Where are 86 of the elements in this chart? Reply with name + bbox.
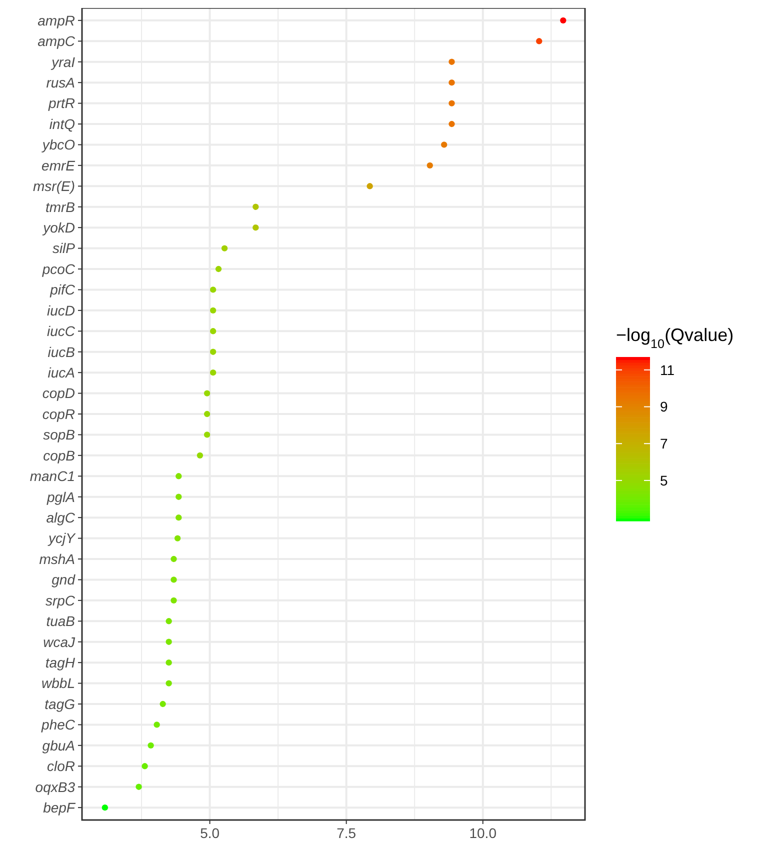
point <box>210 348 216 355</box>
y-tick-label: ampC <box>38 33 76 50</box>
point <box>166 618 172 624</box>
y-tick-label: cloR <box>46 758 75 774</box>
point <box>215 266 222 272</box>
point <box>102 804 108 811</box>
point <box>166 638 172 645</box>
point <box>210 328 216 334</box>
point <box>196 452 204 459</box>
x-tick-label: 7.5 <box>336 825 356 841</box>
color-bar-label: 9 <box>660 398 668 415</box>
point <box>560 17 566 24</box>
y-tick-label: pheC <box>40 716 76 733</box>
color-bar-label: 7 <box>660 436 668 452</box>
y-tick-label: copR <box>42 406 75 422</box>
y-tick-label: intQ <box>49 116 76 132</box>
y-tick-label: manC1 <box>30 468 75 484</box>
y-tick-label: iucC <box>46 323 76 340</box>
y-tick-label: yokD <box>42 219 75 236</box>
y-tick-label: ybcO <box>41 136 76 153</box>
y-tick-label: wbbL <box>42 675 75 692</box>
point <box>366 183 373 190</box>
point <box>426 162 433 169</box>
point <box>176 494 182 500</box>
y-tick-label: gbuA <box>42 737 75 754</box>
point <box>136 784 142 790</box>
y-tick-label: tagH <box>45 654 76 670</box>
y-tick-label: copB <box>43 447 75 464</box>
y-tick-label: pcoC <box>41 260 76 277</box>
y-tick-label: iucB <box>48 344 75 360</box>
point <box>210 307 216 314</box>
y-tick-label: mshA <box>39 550 75 567</box>
y-tick-label: prtR <box>48 95 75 112</box>
x-tick-label: 5.0 <box>200 825 220 841</box>
point <box>176 473 182 480</box>
point <box>204 432 210 438</box>
y-tick-label: rusA <box>46 74 75 90</box>
point <box>448 120 455 128</box>
y-tick-label: emrE <box>42 157 76 174</box>
point <box>166 659 172 666</box>
point <box>204 390 210 396</box>
y-tick-label: copD <box>42 385 75 402</box>
point <box>536 38 542 44</box>
point <box>170 576 177 583</box>
point <box>252 204 259 210</box>
y-tick-label: ycjY <box>48 530 77 546</box>
point <box>174 535 181 542</box>
y-tick-label: msr(E) <box>33 178 75 194</box>
point <box>166 680 172 686</box>
point <box>160 700 166 708</box>
y-tick-label: wcaJ <box>43 634 76 650</box>
y-tick-label: pifC <box>49 282 76 298</box>
point <box>176 514 182 521</box>
y-tick-label: yraI <box>50 54 76 70</box>
y-tick-label: gnd <box>52 572 76 588</box>
y-tick-label: tmrB <box>45 198 75 215</box>
point <box>441 142 448 148</box>
point <box>142 763 148 770</box>
legend-title: −log$_{10}$(Qvalue) <box>616 325 734 351</box>
y-tick-label: silP <box>52 240 76 256</box>
point <box>154 722 160 728</box>
y-tick-label: sopB <box>43 426 75 443</box>
point <box>170 556 177 562</box>
point <box>210 286 216 293</box>
point <box>448 58 455 65</box>
y-tick-label: iucD <box>46 302 75 318</box>
x-tick-label: 10.0 <box>469 825 497 841</box>
y-tick-label: bepF <box>43 799 76 816</box>
y-tick-label: iucA <box>48 364 75 380</box>
point <box>148 742 154 749</box>
y-tick-label: pglA <box>46 488 75 505</box>
y-tick-label: tuaB <box>46 613 75 630</box>
y-tick-label: algC <box>46 509 76 526</box>
y-tick-label: oqxB3 <box>35 778 76 795</box>
y-tick-label: srpC <box>45 592 76 608</box>
color-bar-label: 5 <box>660 472 668 488</box>
point <box>170 597 177 604</box>
point <box>252 224 259 231</box>
color-bar-label: 11 <box>660 362 675 378</box>
y-tick-label: tagG <box>44 696 76 712</box>
point <box>448 100 455 106</box>
point <box>448 79 455 86</box>
y-tick-label: ampR <box>38 12 75 28</box>
point <box>210 369 216 376</box>
point <box>221 245 228 252</box>
point <box>204 410 210 418</box>
